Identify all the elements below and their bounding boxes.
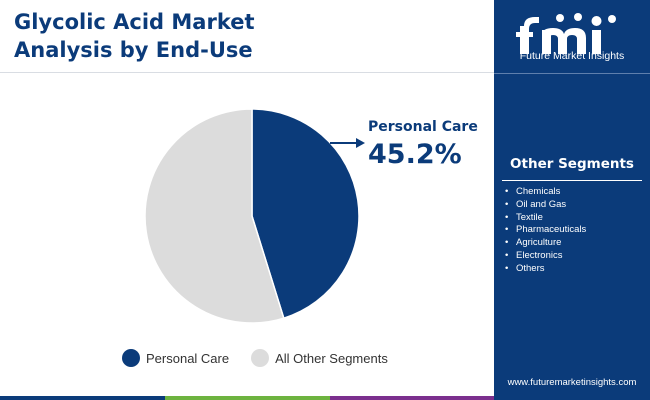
callout-label: Personal Care [368,119,478,135]
segment-item-pharmaceuticals: Pharmaceuticals [504,224,586,237]
callout-arrow-head [356,138,365,148]
segment-item-agriculture: Agriculture [504,237,586,250]
footer-bar-1 [0,396,165,400]
segment-item-electronics: Electronics [504,250,586,263]
legend-swatch-other-segments [251,349,270,367]
logo-divider [494,73,650,74]
website-link[interactable]: www.futuremarketinsights.com [507,377,637,388]
legend-item-other-segments: All Other Segments [251,349,388,367]
pie-chart [144,108,365,324]
brand-name: Future Market Insights [519,50,625,62]
fmi-logo-icon [516,13,616,54]
footer-bar-2 [165,396,330,400]
legend-swatch-personal-care [122,349,140,367]
callout-arrow [330,138,365,148]
title-divider [0,72,494,73]
title-line-1: Glycolic Acid Market [14,10,255,34]
other-segments-list: Chemicals Oil and Gas Textile Pharmaceut… [504,186,586,276]
other-segments-title: Other Segments [510,156,634,172]
legend-label-personal-care: Personal Care [146,350,230,366]
segment-item-others: Others [504,263,586,276]
title-line-2: Analysis by End-Use [14,38,253,62]
page-title: Glycolic Acid Market Analysis by End-Use [14,8,354,64]
footer-bar-4 [494,396,650,400]
legend-item-personal-care: Personal Care [122,349,229,367]
legend-label-other-segments: All Other Segments [275,350,388,366]
footer-bar-3 [330,396,494,400]
callout-value: 45.2% [368,139,462,170]
sidebar: Future Market Insights Other Segments Ch… [494,0,650,400]
segment-item-textile: Textile [504,212,586,225]
pie-slice-personal-care [251,108,360,320]
pie-slices [144,108,360,324]
segment-item-oil-and-gas: Oil and Gas [504,199,586,212]
pie-slice-all-other-segments [144,108,285,324]
other-segments-divider [502,180,642,181]
chart-legend: Personal Care All Other Segments [122,349,410,367]
segment-item-chemicals: Chemicals [504,186,586,199]
